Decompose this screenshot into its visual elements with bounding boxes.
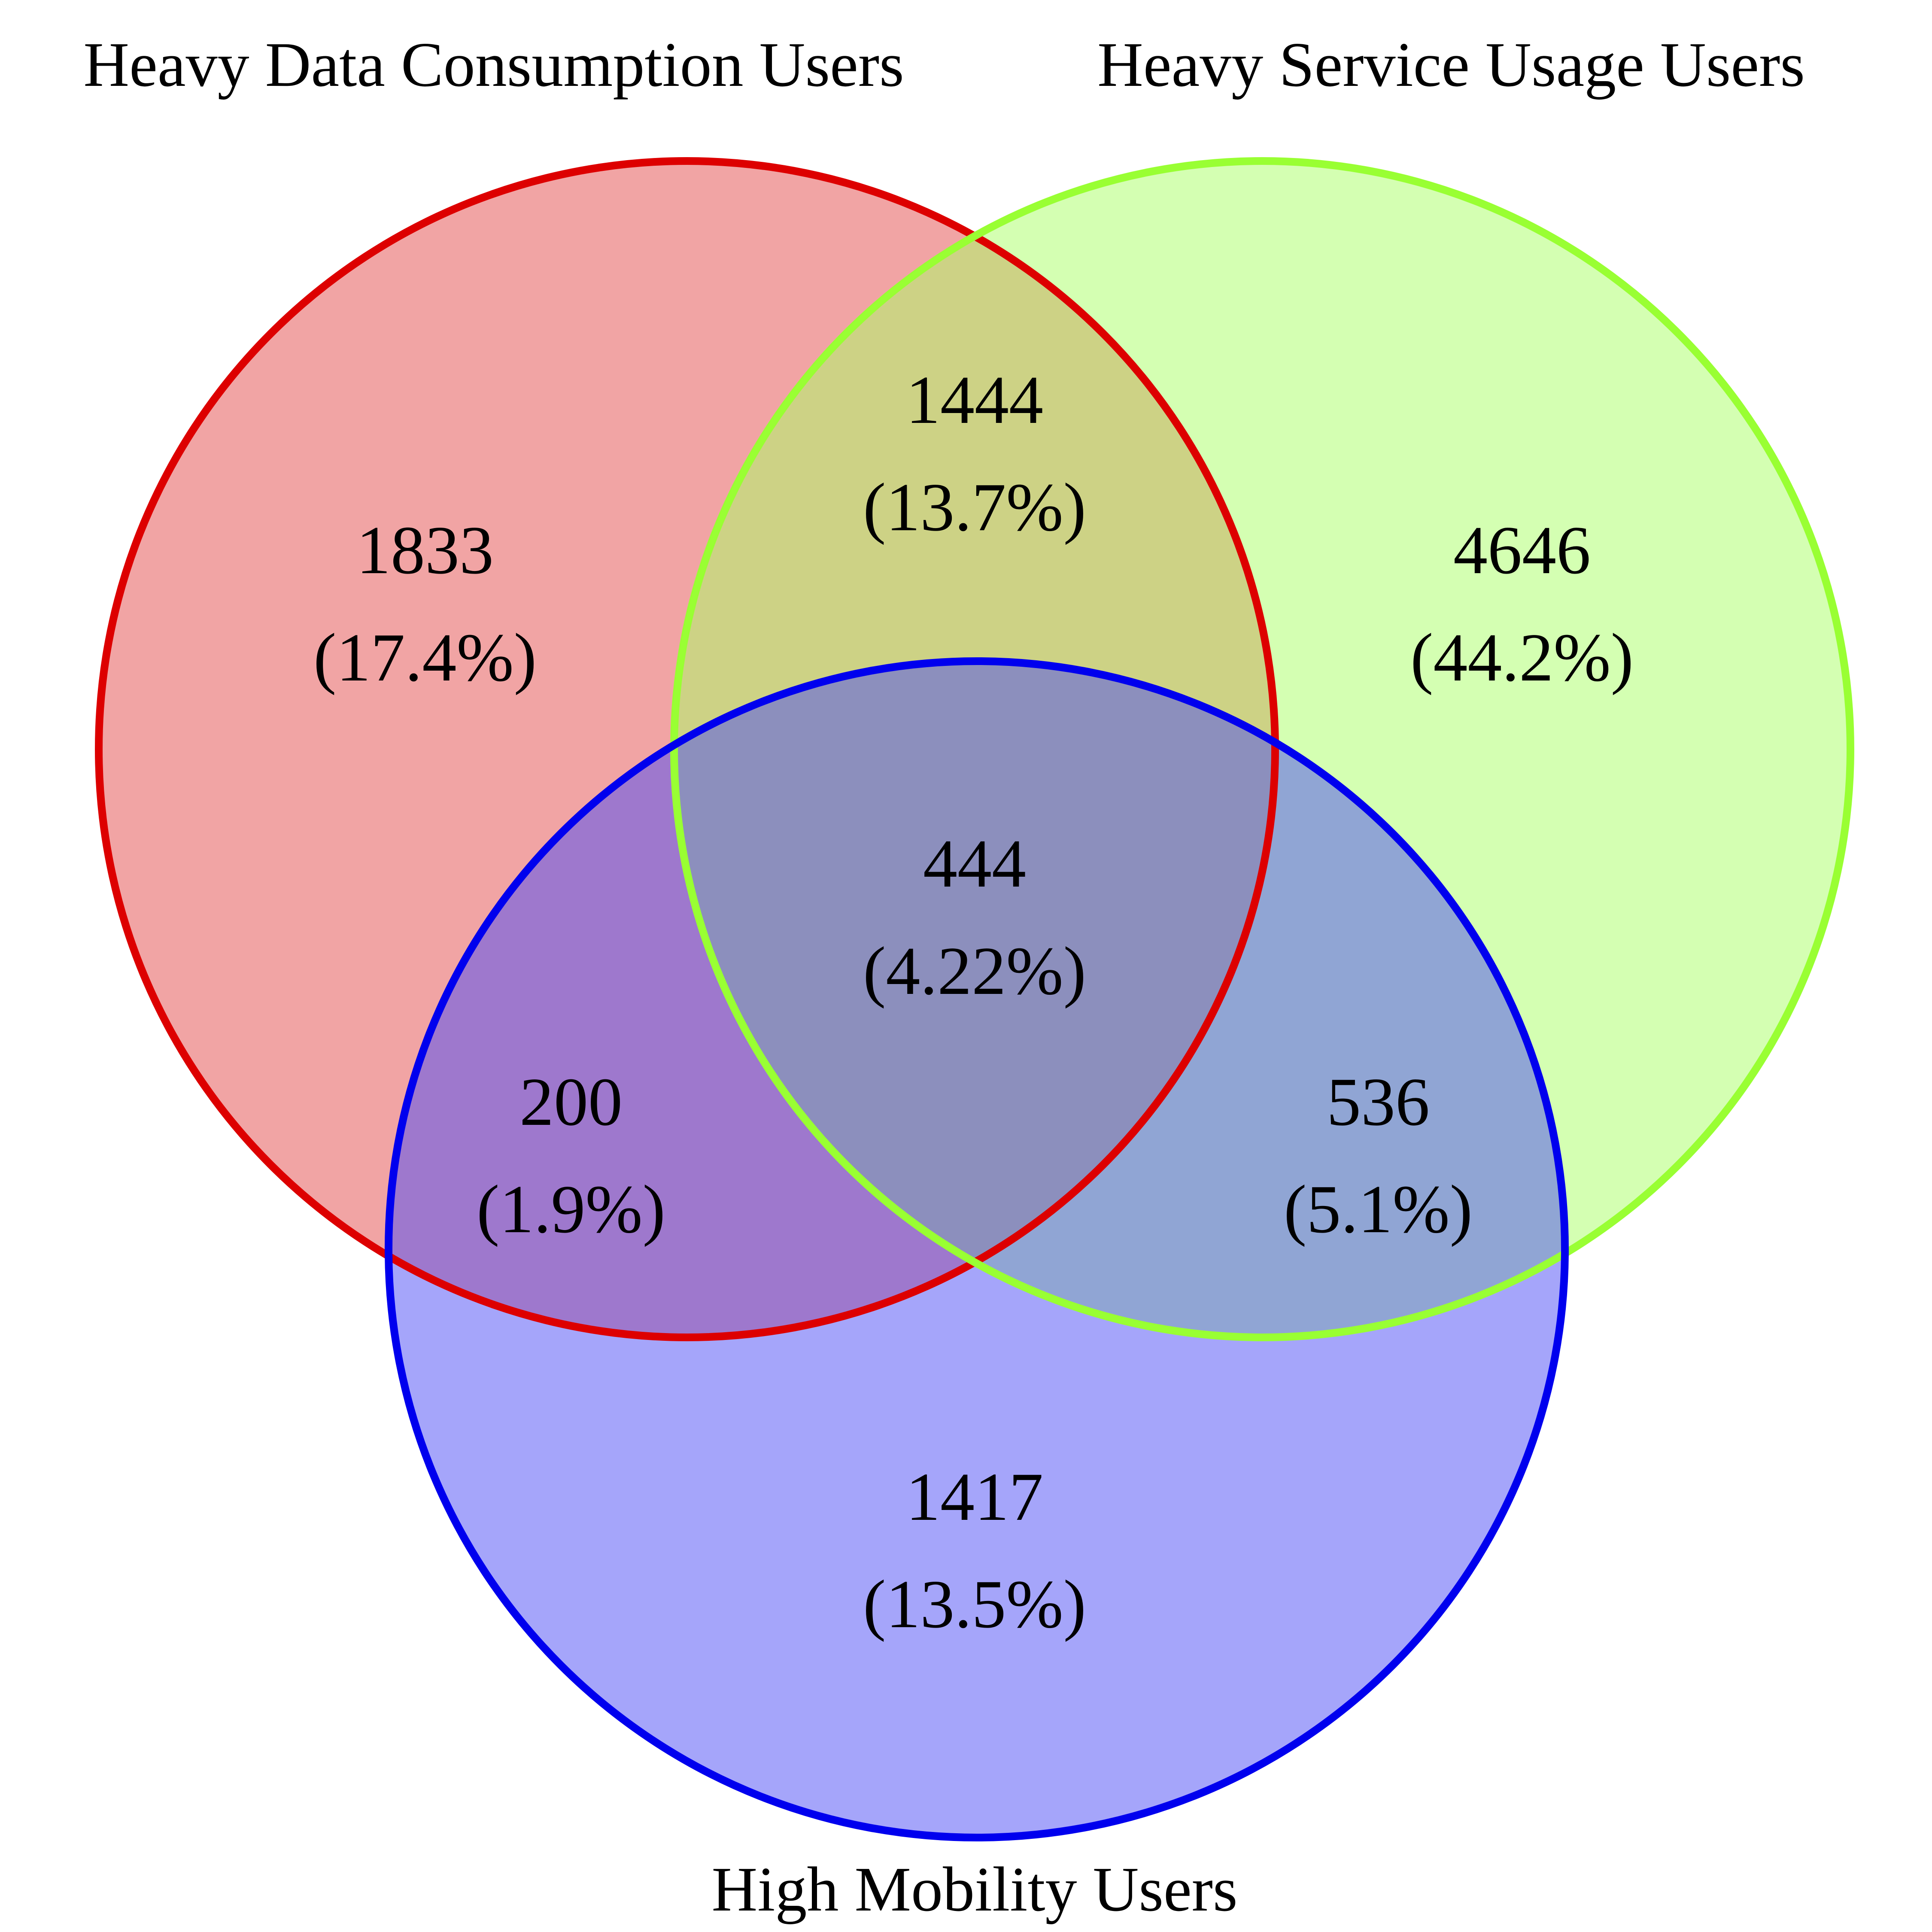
region-count: 1833 bbox=[356, 512, 494, 588]
region-c-only: 1417 (13.5%) bbox=[863, 1458, 1086, 1642]
set-c-label: High Mobility Users bbox=[711, 1854, 1237, 1925]
region-pct: (17.4%) bbox=[313, 619, 537, 696]
circle-fills bbox=[99, 161, 1850, 1838]
set-a-label: Heavy Data Consumption Users bbox=[83, 30, 904, 100]
region-ab: 1444 (13.7%) bbox=[863, 361, 1086, 545]
region-count: 536 bbox=[1327, 1063, 1430, 1140]
region-pct: (13.5%) bbox=[863, 1566, 1086, 1642]
region-count: 4646 bbox=[1453, 512, 1591, 588]
region-pct: (1.9%) bbox=[477, 1171, 665, 1247]
region-count: 1417 bbox=[906, 1458, 1043, 1535]
set-c-outline bbox=[385, 657, 1569, 1841]
region-pct: (44.2%) bbox=[1410, 619, 1634, 696]
circle-outlines bbox=[95, 157, 1854, 1841]
region-b-only: 4646 (44.2%) bbox=[1410, 512, 1634, 696]
set-c-fill bbox=[389, 661, 1565, 1838]
region-a-only: 1833 (17.4%) bbox=[313, 512, 537, 696]
region-count: 1444 bbox=[906, 361, 1043, 438]
region-bc: 536 (5.1%) bbox=[1284, 1063, 1473, 1247]
region-abc: 444 (4.22%) bbox=[863, 825, 1086, 1009]
region-pct: (5.1%) bbox=[1284, 1171, 1473, 1247]
region-pct: (13.7%) bbox=[863, 469, 1086, 545]
region-count: 200 bbox=[519, 1063, 623, 1140]
region-ac: 200 (1.9%) bbox=[477, 1063, 665, 1247]
region-count: 444 bbox=[923, 825, 1026, 902]
region-pct: (4.22%) bbox=[863, 933, 1086, 1009]
set-b-label: Heavy Service Usage Users bbox=[1097, 30, 1805, 100]
set-a-outline bbox=[95, 157, 1279, 1341]
